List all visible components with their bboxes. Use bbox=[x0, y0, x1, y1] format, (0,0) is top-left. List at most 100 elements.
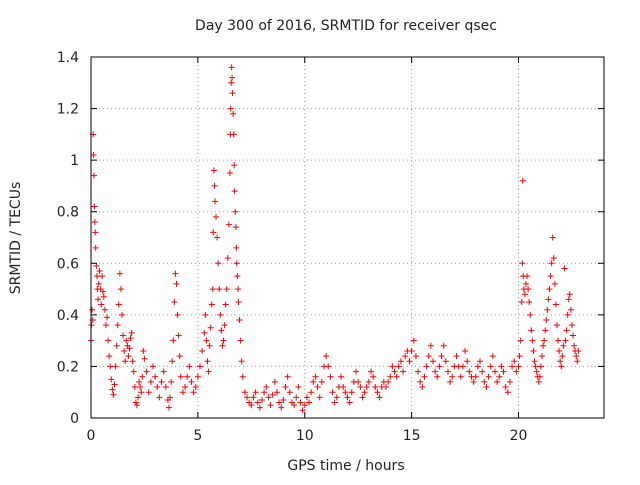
data-point bbox=[363, 384, 370, 391]
data-point bbox=[513, 368, 520, 375]
data-point bbox=[442, 358, 449, 365]
data-point bbox=[256, 404, 263, 411]
data-point bbox=[355, 378, 362, 385]
data-point bbox=[278, 404, 285, 411]
data-point bbox=[346, 399, 353, 406]
data-point bbox=[573, 353, 580, 360]
data-point bbox=[353, 368, 360, 375]
data-point bbox=[568, 322, 575, 329]
data-point bbox=[553, 322, 560, 329]
data-point bbox=[368, 368, 375, 375]
data-point bbox=[252, 389, 259, 396]
data-point bbox=[491, 368, 498, 375]
data-point bbox=[541, 337, 548, 344]
data-point bbox=[483, 384, 490, 391]
data-point bbox=[273, 389, 280, 396]
data-point bbox=[241, 389, 248, 396]
data-point bbox=[333, 394, 340, 401]
data-point bbox=[310, 378, 317, 385]
data-point bbox=[521, 291, 528, 298]
y-tick-label: 0.6 bbox=[57, 256, 79, 272]
data-point bbox=[162, 384, 169, 391]
data-point bbox=[555, 337, 562, 344]
data-point bbox=[98, 301, 105, 308]
data-point bbox=[344, 394, 351, 401]
data-point bbox=[172, 270, 179, 277]
data-point bbox=[539, 353, 546, 360]
data-point bbox=[562, 337, 569, 344]
data-point bbox=[225, 221, 232, 228]
data-point bbox=[417, 378, 424, 385]
data-point bbox=[109, 386, 116, 393]
data-point bbox=[391, 368, 398, 375]
data-point bbox=[567, 306, 574, 313]
data-point bbox=[506, 378, 513, 385]
data-point bbox=[533, 368, 540, 375]
data-point bbox=[504, 389, 511, 396]
data-point bbox=[419, 384, 426, 391]
data-point bbox=[265, 394, 272, 401]
data-point bbox=[564, 311, 571, 318]
data-point bbox=[210, 167, 217, 174]
data-point bbox=[299, 407, 306, 414]
x-tick-label: 10 bbox=[296, 428, 314, 444]
data-point bbox=[213, 213, 220, 220]
data-point bbox=[222, 301, 229, 308]
data-point bbox=[280, 396, 287, 403]
data-point bbox=[546, 286, 553, 293]
data-point bbox=[560, 342, 567, 349]
data-point bbox=[487, 363, 494, 370]
data-point bbox=[236, 317, 243, 324]
y-tick-label: 1.2 bbox=[57, 102, 79, 118]
data-point bbox=[233, 244, 240, 251]
data-point bbox=[519, 177, 526, 184]
data-point bbox=[470, 378, 477, 385]
data-point bbox=[231, 162, 238, 169]
data-point bbox=[201, 329, 208, 336]
data-point bbox=[472, 373, 479, 380]
plot-frame bbox=[90, 56, 605, 419]
data-point bbox=[230, 110, 237, 117]
data-point bbox=[205, 368, 212, 375]
data-point bbox=[125, 353, 132, 360]
data-point bbox=[207, 324, 214, 331]
data-point bbox=[152, 373, 159, 380]
data-point bbox=[263, 384, 270, 391]
data-point bbox=[284, 373, 291, 380]
data-point bbox=[170, 337, 177, 344]
data-point bbox=[425, 353, 432, 360]
x-tick-labels: 0 5 10 15 20 bbox=[87, 428, 528, 444]
data-point bbox=[528, 327, 535, 334]
data-point bbox=[116, 270, 123, 277]
data-point bbox=[114, 322, 121, 329]
data-point bbox=[306, 399, 313, 406]
data-point bbox=[530, 347, 537, 354]
data-point bbox=[239, 373, 246, 380]
data-point bbox=[93, 262, 100, 269]
data-point bbox=[327, 373, 334, 380]
data-point bbox=[434, 373, 441, 380]
data-point bbox=[171, 298, 178, 305]
data-point bbox=[282, 384, 289, 391]
data-point bbox=[231, 188, 238, 195]
data-point bbox=[229, 74, 236, 81]
data-point bbox=[535, 378, 542, 385]
data-point bbox=[563, 327, 570, 334]
data-point bbox=[430, 358, 436, 365]
data-point bbox=[166, 404, 173, 411]
data-point bbox=[233, 260, 240, 267]
data-point bbox=[526, 298, 533, 305]
data-point bbox=[385, 378, 392, 385]
data-point bbox=[235, 286, 242, 293]
data-point bbox=[502, 384, 509, 391]
data-point bbox=[295, 384, 302, 391]
data-point bbox=[123, 337, 130, 344]
data-point bbox=[250, 394, 257, 401]
data-point bbox=[210, 229, 217, 236]
data-point bbox=[182, 384, 189, 391]
data-point bbox=[173, 280, 180, 287]
data-point bbox=[127, 335, 134, 342]
data-point bbox=[261, 389, 268, 396]
data-point bbox=[92, 244, 99, 251]
